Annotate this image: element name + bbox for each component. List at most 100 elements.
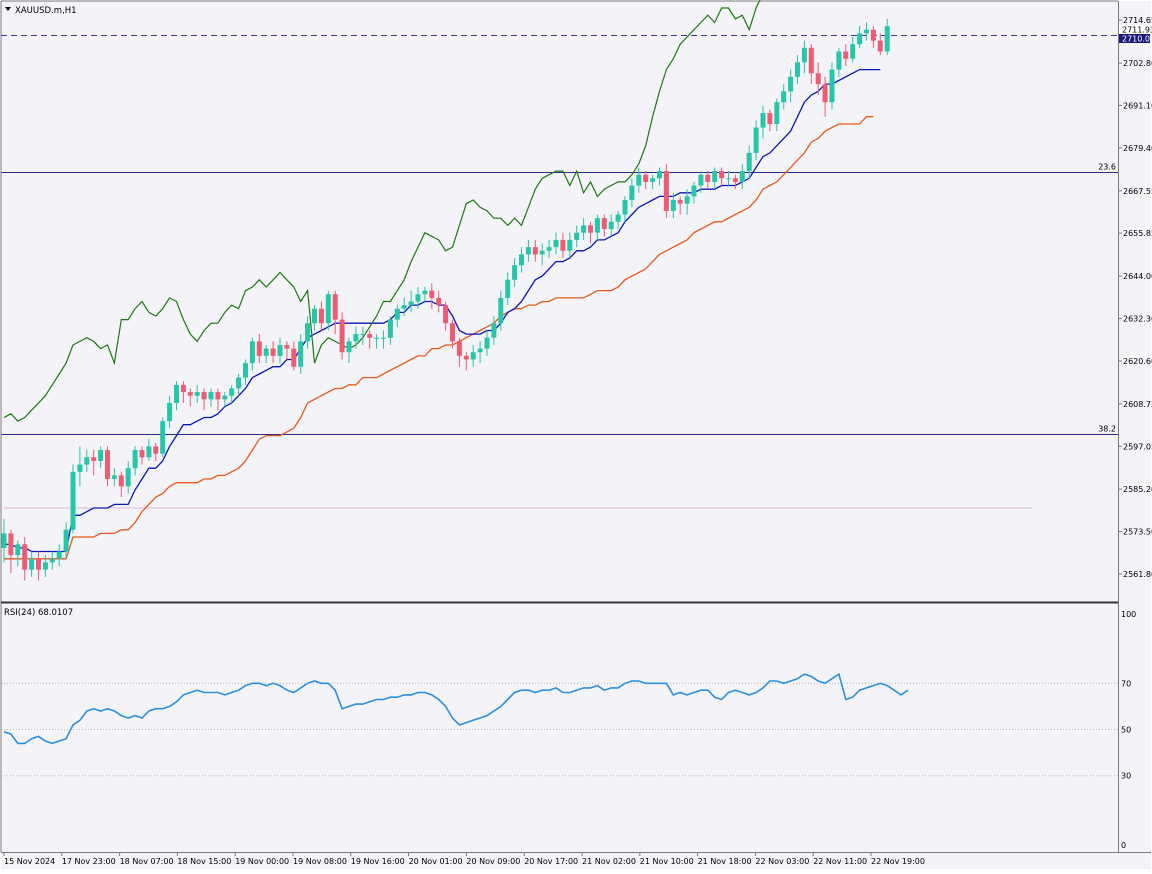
bull-candle [885, 26, 890, 51]
bear-candle [429, 291, 434, 298]
bear-candle [319, 309, 324, 323]
bull-candle [609, 222, 614, 229]
bull-candle [547, 247, 552, 251]
bull-candle [519, 254, 524, 265]
time-tick-label: 21 Nov 18:00 [698, 857, 752, 866]
symbol-title[interactable]: XAUUSD.m,H1 [15, 6, 77, 16]
time-tick-label: 21 Nov 02:00 [582, 857, 636, 866]
time-tick-label: 19 Nov 00:00 [235, 857, 289, 866]
bull-candle [747, 153, 752, 171]
price-tick-label: 2597.05 [1123, 442, 1152, 451]
bull-candle [491, 323, 496, 337]
bull-candle [243, 363, 248, 377]
bull-candle [616, 215, 621, 222]
bull-candle [209, 392, 214, 399]
bear-candle [533, 247, 538, 254]
bull-candle [761, 113, 766, 127]
time-tick-label: 18 Nov 07:00 [120, 857, 174, 866]
bull-candle [195, 392, 200, 396]
bull-candle [374, 338, 379, 339]
bull-candle [298, 341, 303, 366]
bull-candle [15, 544, 20, 555]
time-tick-label: 18 Nov 15:00 [177, 857, 231, 866]
bull-candle [146, 446, 151, 457]
time-tick-label: 22 Nov 11:00 [813, 857, 867, 866]
bull-candle [726, 178, 731, 179]
bull-candle [64, 530, 69, 552]
time-tick-label: 20 Nov 17:00 [524, 857, 578, 866]
bear-candle [202, 392, 207, 399]
bear-candle [257, 341, 262, 355]
bear-candle [643, 175, 648, 182]
time-tick-label: 22 Nov 19:00 [871, 857, 925, 866]
bear-candle [457, 341, 462, 355]
bull-candle [498, 298, 503, 323]
bull-candle [698, 175, 703, 186]
bear-candle [719, 171, 724, 178]
bull-candle [174, 385, 179, 403]
bull-candle [774, 102, 779, 124]
bear-candle [188, 392, 193, 396]
bull-candle [229, 388, 234, 395]
time-tick-label: 15 Nov 2024 [4, 857, 55, 866]
bull-candle [347, 341, 352, 352]
bull-candle [250, 341, 255, 363]
bull-candle [167, 403, 172, 421]
price-tick-label: 2573.50 [1123, 528, 1152, 537]
bear-candle [105, 450, 110, 479]
bull-candle [50, 559, 55, 563]
price-tag-label: 2710.00 [1122, 35, 1152, 44]
bull-candle [795, 62, 800, 76]
bull-candle [409, 302, 414, 306]
bear-candle [602, 218, 607, 229]
bear-candle [36, 559, 41, 570]
bull-candle [850, 44, 855, 58]
bull-candle [802, 48, 807, 62]
bull-candle [526, 247, 531, 254]
bull-candle [29, 559, 34, 570]
bull-candle [836, 51, 841, 69]
bull-candle [71, 472, 76, 530]
bull-candle [236, 378, 241, 389]
bull-candle [857, 33, 862, 44]
rsi-tick-label: 70 [1121, 679, 1131, 688]
rsi-panel-background [1, 604, 1118, 852]
price-tick-label: 2667.55 [1123, 187, 1152, 196]
bull-candle [512, 265, 517, 279]
bear-candle [367, 334, 372, 338]
bull-candle [388, 320, 393, 338]
bear-candle [871, 30, 876, 41]
bull-candle [740, 171, 745, 182]
bull-candle [581, 225, 586, 232]
bull-candle [657, 171, 662, 178]
bear-candle [8, 533, 13, 555]
bull-candle [471, 352, 476, 359]
bull-candle [830, 70, 835, 103]
bull-candle [222, 396, 227, 400]
bull-candle [485, 338, 490, 349]
bull-candle [567, 240, 572, 251]
fib-level-label: 38.2 [1098, 424, 1116, 433]
bear-candle [119, 475, 124, 486]
bull-candle [264, 349, 269, 356]
bull-candle [360, 334, 365, 335]
bull-candle [43, 562, 48, 569]
bull-candle [402, 305, 407, 309]
price-tick-label: 2561.80 [1123, 570, 1152, 579]
bull-candle [305, 323, 310, 341]
fib-level-label: 23.6 [1098, 163, 1116, 172]
bull-candle [2, 533, 7, 547]
bear-candle [436, 298, 441, 305]
bull-candle [864, 30, 869, 34]
bull-candle [126, 468, 131, 486]
bear-candle [823, 84, 828, 102]
bear-candle [560, 240, 565, 251]
rsi-tick-label: 0 [1121, 841, 1126, 850]
bull-candle [685, 196, 690, 203]
bull-candle [312, 309, 317, 323]
bull-candle [636, 175, 641, 186]
bull-candle [160, 421, 165, 454]
bull-candle [554, 240, 559, 247]
